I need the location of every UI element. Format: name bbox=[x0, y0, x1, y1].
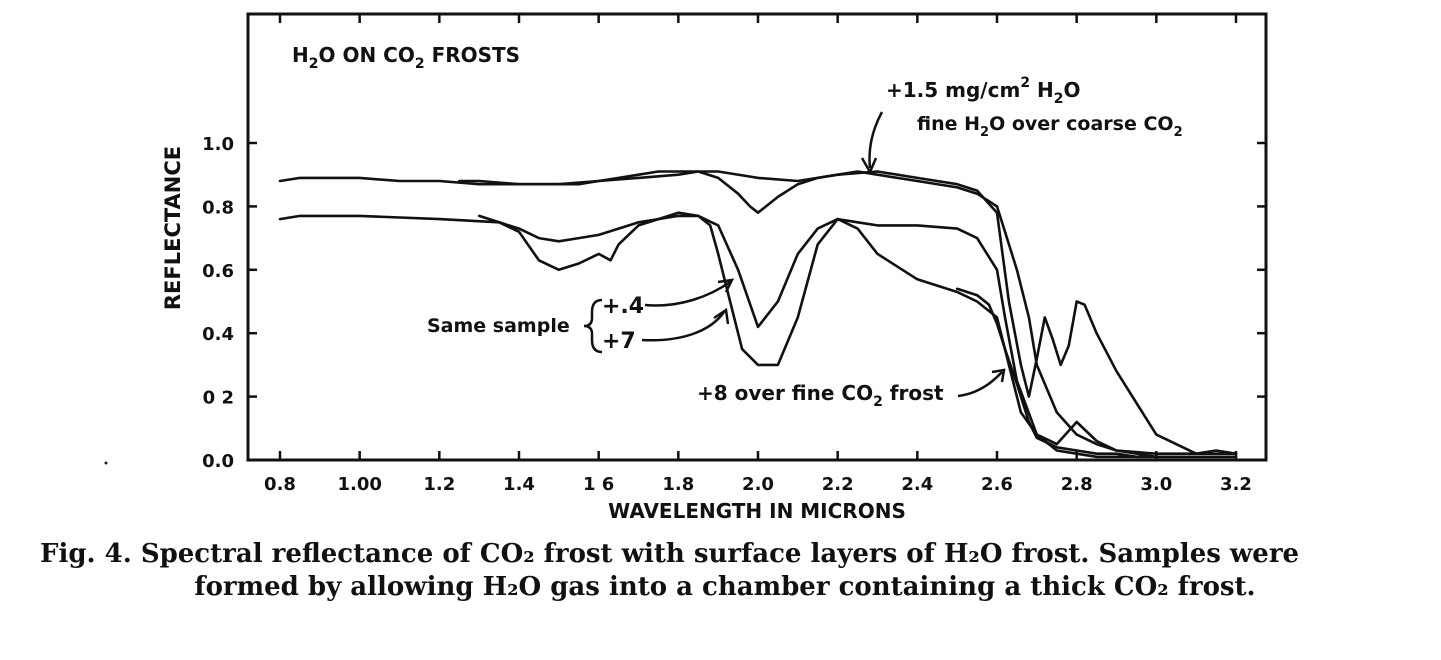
caption-line-2: formed by allowing H₂O gas into a chambe… bbox=[194, 572, 1256, 602]
y-tick-label: 1.0 bbox=[202, 134, 234, 155]
caption-line-1: Fig. 4. Spectral reflectance of CO₂ fros… bbox=[40, 539, 1300, 569]
x-tick-label: 2.4 bbox=[901, 474, 933, 495]
x-tick-label: 3.0 bbox=[1140, 474, 1172, 495]
annotation-plus4: +.4 bbox=[602, 294, 644, 319]
series-line-2 bbox=[457, 170, 1238, 456]
series-group bbox=[278, 170, 1238, 459]
annotation-fine-h2o: fine H2O over coarse CO2 bbox=[917, 113, 1183, 140]
y-tick-label: 0.0 bbox=[202, 451, 234, 472]
figure-caption: Fig. 4. Spectral reflectance of CO₂ fros… bbox=[40, 538, 1410, 604]
x-tick-label: 2.0 bbox=[742, 474, 774, 495]
annotation-1-5mg: +1.5 mg/cm2 H2O bbox=[886, 75, 1081, 107]
annotation-arrowhead-plus8 bbox=[991, 368, 1006, 383]
y-axis-ticks: 0.0 0 2 0.4 0.6 0.8 1.0 bbox=[202, 134, 1266, 472]
x-axis-ticks: 0.8 1.00 1.2 1.4 1 6 1.8 2.0 2.2 2.4 2.6 2.8 3.0 3.2 bbox=[264, 14, 1252, 495]
annotation-plus7: +7 bbox=[602, 329, 636, 354]
x-tick-label: 1.8 bbox=[662, 474, 694, 495]
x-tick-label: 2.8 bbox=[1061, 474, 1093, 495]
x-tick-label: 1.2 bbox=[423, 474, 455, 495]
annotation-brace bbox=[583, 298, 603, 354]
annotation-arrowhead-plus7 bbox=[713, 307, 730, 325]
print-speck bbox=[104, 461, 108, 465]
series-line-1 bbox=[278, 170, 1238, 456]
y-tick-label: 0.6 bbox=[202, 261, 234, 282]
annotation-arrow-plus4 bbox=[644, 280, 731, 307]
x-tick-label: 1.00 bbox=[337, 474, 381, 495]
x-tick-label: 2.6 bbox=[981, 474, 1013, 495]
series-line-3 bbox=[278, 214, 1238, 459]
x-tick-label: 0.8 bbox=[264, 474, 296, 495]
x-tick-label: 3.2 bbox=[1220, 474, 1252, 495]
annotation-arrowhead-plus4 bbox=[717, 278, 735, 293]
x-axis-label: WAVELENGTH IN MICRONS bbox=[608, 499, 906, 523]
annotation-plus8: +8 over fine CO2 frost bbox=[697, 381, 944, 410]
annotation-arrow-plus8 bbox=[957, 371, 1003, 398]
x-tick-label: 1.4 bbox=[503, 474, 535, 495]
series-line-4 bbox=[477, 211, 1238, 459]
x-tick-label: 2.2 bbox=[822, 474, 854, 495]
chart-title: H2O ON CO2 FROSTS bbox=[292, 43, 520, 72]
y-tick-label: 0.8 bbox=[202, 197, 234, 218]
annotation-arrow-top bbox=[868, 111, 884, 169]
y-axis-label: REFLECTANCE bbox=[161, 146, 185, 310]
y-tick-label: 0 2 bbox=[203, 388, 234, 409]
annotation-arrow-plus7 bbox=[641, 311, 726, 342]
y-tick-label: 0.4 bbox=[202, 324, 234, 345]
x-tick-label: 1 6 bbox=[583, 474, 614, 495]
annotation-same-sample: Same sample bbox=[427, 315, 570, 337]
series-line-5 bbox=[955, 287, 1238, 459]
annotation-arrowhead-top bbox=[860, 157, 878, 175]
reflectance-chart: 0.8 1.00 1.2 1.4 1 6 1.8 2.0 2.2 2.4 2.6 2.8 3.0 3.2… bbox=[104, 12, 1268, 523]
